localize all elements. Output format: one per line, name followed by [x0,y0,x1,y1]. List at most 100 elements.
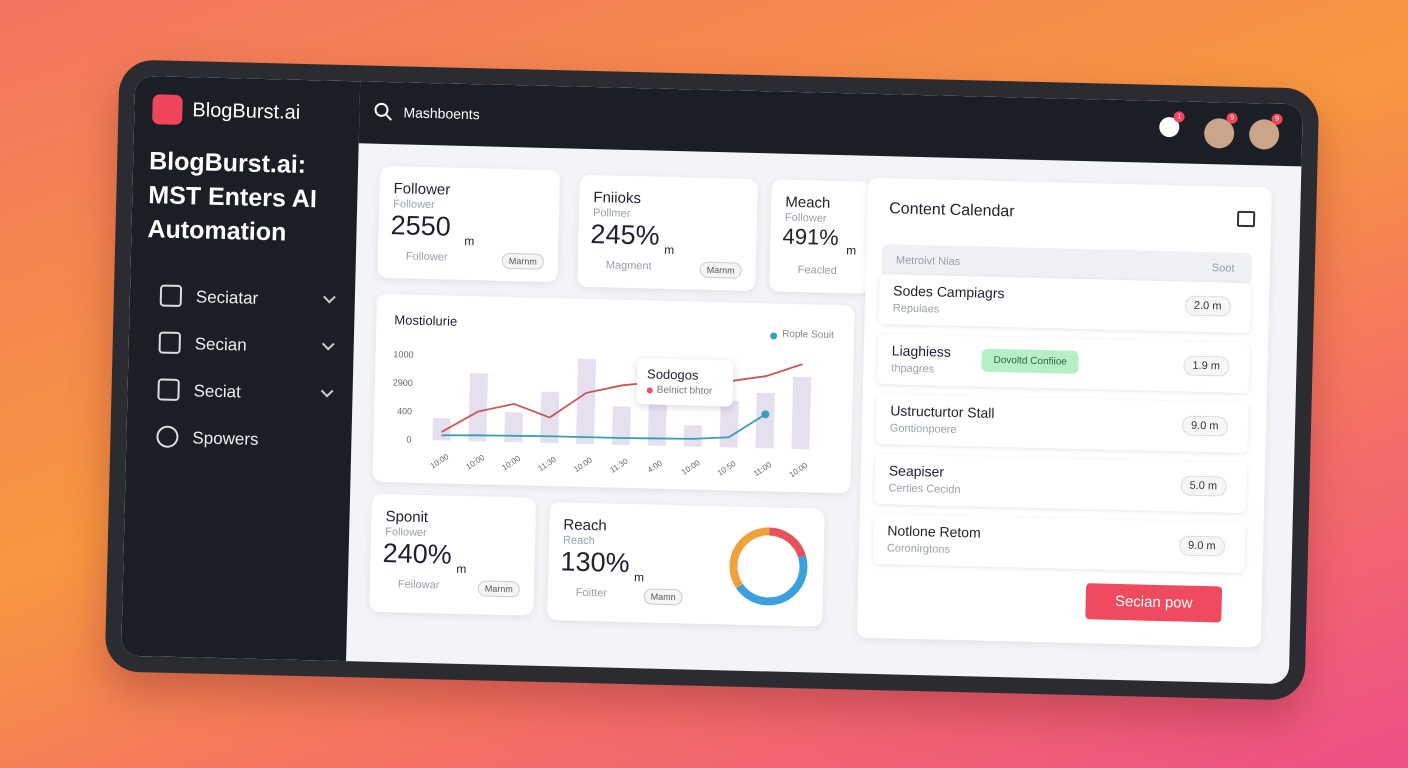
topbar: Mashboents 1 9 9 [358,81,1303,167]
chevron [323,290,336,304]
stat-value: 130% [560,546,630,579]
calendar-row[interactable]: Ustructurtor Stall Gontionpoere 9.0 m [875,394,1249,454]
stat-subtitle: Reach [562,534,595,548]
y-tick-label: 0 [406,435,411,445]
headline: BlogBurst.ai: MST Enters AI Automation [147,147,318,247]
stat-title: Follower [393,180,451,199]
row-value: 2.0 m [1184,295,1231,317]
row-value: 5.0 m [1180,475,1227,497]
row-tag: Dovoltd Confiioe [981,348,1080,374]
stat-unit: m [456,561,467,577]
row-value: 1.9 m [1183,355,1230,377]
bar [432,418,451,441]
stat-title: Meach [785,193,831,212]
sidebar: BlogBurst.ai BlogBurst.ai: MST Enters AI… [121,75,361,662]
calendar-row[interactable]: Sodes Campiagrs Repuiaes 2.0 m [878,274,1252,334]
stat-value: 245% [590,218,660,251]
row-title: Seapiser [888,462,945,480]
stat-card: Reach Reach 130% m Foitter Mamn [547,502,825,627]
stat-card: Sponit Follower 240% m Feilowar Marnm [369,493,537,616]
donut-segment [729,527,808,606]
line-series [441,413,766,440]
calendar-icon[interactable] [1236,210,1256,228]
stat-value: 2550 [390,210,452,242]
x-tick-label: 10:00 [429,452,451,471]
stat-value: 491% [782,223,840,251]
stat-card: Meach Follower 491% m Feacled [769,179,872,294]
nav-item[interactable]: Secian [194,334,247,355]
calendar-row[interactable]: Notlone Retom Coronirgtons 9.0 m [872,513,1246,574]
y-tick-label: 2900 [393,378,413,388]
row-title: Liaghiess [891,342,952,360]
calendar-panel: Content Calendar Metroivt Nias Soot Sodes C… [856,177,1272,648]
calendar-row[interactable]: Liaghiess thpagres 1.9 m Dovoltd Confiioe [876,334,1251,394]
stat-unit: m [663,242,675,258]
nav-icon [158,331,182,355]
row-sub: Certies Cecidn [888,482,961,497]
bar [719,400,739,448]
chevron [320,384,334,398]
x-tick-label: 10:00 [680,458,702,477]
stat-button[interactable]: Marnm [699,261,742,279]
x-tick-label: 10:00 [572,455,594,474]
bar [791,376,812,450]
nav-icon [156,425,179,448]
content: Follower Follower 2550 m Follower Marnm Fniiok… [346,143,1301,684]
tooltip-title: Sodogos [646,366,699,383]
stat-unit: m [846,243,857,258]
line-series [441,363,803,433]
nav-item[interactable]: Seciatar [195,287,259,308]
bar [683,425,703,447]
stat-card: Fniioks Pollmer 245% m Magment Marnm [577,174,758,292]
nav-icon [159,284,183,308]
row-value: 9.0 m [1178,535,1225,557]
stat-unit: m [464,233,475,249]
stat-card: Follower Follower 2550 m Follower Marnm [377,165,561,283]
x-tick-label: 10:00 [465,453,487,472]
row-sub: Coronirgtons [886,542,951,556]
action-button[interactable]: Secian pow [1085,583,1223,623]
row-sub: Repuiaes [892,302,940,316]
y-tick-label: 400 [397,406,412,416]
highlight-point [761,410,770,419]
chart-card: Mostiolurie Rople Souit 1000 2900 400 0 10:00 1… [372,293,855,494]
nav-item[interactable]: Spowers [192,428,259,449]
x-tick-label: 11:30 [608,456,630,475]
stat-button[interactable]: Mamn [643,588,683,606]
row-value: 9.0 m [1181,415,1228,437]
header-col: Metroivt Nias [895,254,961,269]
stat-value: 240% [382,538,453,570]
stat-foot: Feacled [797,264,837,278]
search[interactable]: Mashboents [403,104,480,123]
stat-title: Sponit [385,508,429,527]
logo [152,94,183,125]
stat-button[interactable]: Marnm [501,252,545,270]
header-col: Soot [1211,262,1235,275]
nav-item[interactable]: Seciat [193,381,242,402]
x-tick-label: 10:00 [500,453,522,472]
row-sub: Gontionpoere [889,422,957,436]
x-tick-label: 10:00 [788,461,810,480]
stat-unit: m [633,570,645,585]
bar [575,358,597,445]
bar [755,392,775,449]
tooltip-text: Belnict bhtor [656,384,713,398]
search-icon [374,102,392,121]
tooltip-dot [646,387,653,394]
x-tick-label: 11:00 [752,460,774,479]
x-tick-label: 10:50 [716,459,738,478]
stat-foot: Magment [605,259,652,273]
donut [729,527,808,606]
stat-foot: Follower [405,250,448,264]
bar [468,373,488,442]
stat-foot: Feilowar [397,578,440,592]
brand: BlogBurst.ai [192,99,301,124]
tablet: BlogBurst.ai BlogBurst.ai: MST Enters AI… [104,59,1320,701]
calendar-row[interactable]: Seapiser Certies Cecidn 5.0 m [874,454,1248,514]
tooltip: Sodogos Belnict bhtor [636,358,734,407]
stat-button[interactable]: Marnm [477,580,521,598]
nav-icon [157,378,180,401]
y-tick-label: 1000 [393,349,413,359]
stat-title: Fniioks [593,189,642,208]
